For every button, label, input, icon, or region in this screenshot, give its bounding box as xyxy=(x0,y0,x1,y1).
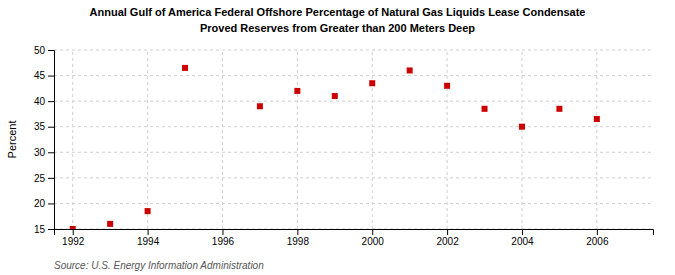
y-tick: 25 xyxy=(34,173,54,184)
grid-line-x xyxy=(596,50,597,229)
grid-line-y xyxy=(54,75,653,76)
x-tick-mark xyxy=(73,229,74,235)
point xyxy=(556,106,562,112)
y-axis: 15 20 25 30 35 40 45 50 xyxy=(34,45,55,235)
y-tick-label: 30 xyxy=(34,147,46,158)
y-tick-label: 20 xyxy=(34,198,46,209)
grid-line-x xyxy=(72,50,73,229)
point xyxy=(257,103,263,109)
chart-container: Annual Gulf of America Federal Offshore … xyxy=(0,0,675,275)
x-tick-label: 2000 xyxy=(362,236,385,247)
point xyxy=(369,80,375,86)
point xyxy=(107,221,113,227)
grid-line-y xyxy=(54,101,653,102)
x-tick: 2000 xyxy=(362,229,385,247)
x-tick-mark xyxy=(597,229,598,235)
grid-line-x xyxy=(147,50,148,229)
x-tick-label: 1992 xyxy=(62,236,85,247)
y-tick-label: 15 xyxy=(34,224,46,235)
y-axis-title: Percent xyxy=(6,121,18,159)
x-tick-label: 2002 xyxy=(436,236,459,247)
y-tick: 40 xyxy=(34,96,54,107)
x-tick-mark xyxy=(522,229,523,235)
x-tick-mark xyxy=(148,229,149,235)
y-axis-line xyxy=(48,51,55,230)
y-tick: 45 xyxy=(34,70,54,81)
y-tick-mark xyxy=(48,50,54,51)
x-tick: 2006 xyxy=(586,229,609,247)
point xyxy=(482,106,488,112)
x-tick-mark xyxy=(372,229,373,235)
source: Source: U.S. Energy Information Administ… xyxy=(54,260,264,271)
x-axis: 1992 1994 1996 1998 2000 2002 2004 2006 xyxy=(55,229,654,247)
grid-line-y xyxy=(54,126,653,127)
point xyxy=(444,83,450,89)
y-tick: 20 xyxy=(34,198,54,209)
subtitle: Proved Reserves from Greater than 200 Me… xyxy=(200,22,475,34)
y-tick-label: 35 xyxy=(34,121,46,132)
x-tick-label: 2004 xyxy=(511,236,534,247)
x-tick-label: 1998 xyxy=(287,236,310,247)
point xyxy=(294,88,300,94)
x-tick: 1998 xyxy=(287,229,310,247)
y-tick-mark xyxy=(48,229,54,230)
x-axis-line xyxy=(55,230,654,236)
point xyxy=(182,65,188,71)
grid-line-y xyxy=(54,152,653,153)
grid-line-x xyxy=(297,50,298,229)
plot-area xyxy=(70,65,600,229)
grid-line-x xyxy=(372,50,373,229)
grid-line-y xyxy=(54,50,653,51)
point xyxy=(594,116,600,122)
y-tick-mark xyxy=(48,203,54,204)
x-tick-label: 1996 xyxy=(212,236,235,247)
x-tick-mark xyxy=(297,229,298,235)
y-tick-label: 50 xyxy=(34,45,46,56)
grid-line-y xyxy=(54,203,653,204)
point xyxy=(145,208,151,214)
y-tick-mark xyxy=(48,76,54,77)
point xyxy=(519,124,525,130)
x-tick-mark xyxy=(222,229,223,235)
y-tick-mark xyxy=(48,152,54,153)
y-tick-label: 25 xyxy=(34,173,46,184)
grid-line-x xyxy=(222,50,223,229)
y-tick: 35 xyxy=(34,121,54,132)
x-tick-mark xyxy=(447,229,448,235)
grid-line-x xyxy=(521,50,522,229)
x-tick-label: 2006 xyxy=(586,236,609,247)
y-tick-label: 45 xyxy=(34,70,46,81)
grid xyxy=(54,50,653,229)
y-tick-mark xyxy=(48,178,54,179)
grid-line-y xyxy=(54,177,653,178)
grid-line-x xyxy=(447,50,448,229)
y-tick-mark xyxy=(48,101,54,102)
x-tick: 1994 xyxy=(137,229,160,247)
x-tick: 1992 xyxy=(62,229,85,247)
y-tick: 50 xyxy=(34,45,54,56)
point xyxy=(407,67,413,73)
x-tick: 1996 xyxy=(212,229,235,247)
y-tick-label: 40 xyxy=(34,96,46,107)
title: Annual Gulf of America Federal Offshore … xyxy=(90,6,586,18)
x-tick: 2002 xyxy=(436,229,459,247)
titles: Annual Gulf of America Federal Offshore … xyxy=(90,6,586,34)
y-tick: 15 xyxy=(34,224,54,235)
y-tick-mark xyxy=(48,127,54,128)
y-tick: 30 xyxy=(34,147,54,158)
chart: Annual Gulf of America Federal Offshore … xyxy=(0,0,675,275)
point xyxy=(70,226,76,229)
x-tick-label: 1994 xyxy=(137,236,160,247)
x-tick: 2004 xyxy=(511,229,534,247)
point xyxy=(332,93,338,99)
